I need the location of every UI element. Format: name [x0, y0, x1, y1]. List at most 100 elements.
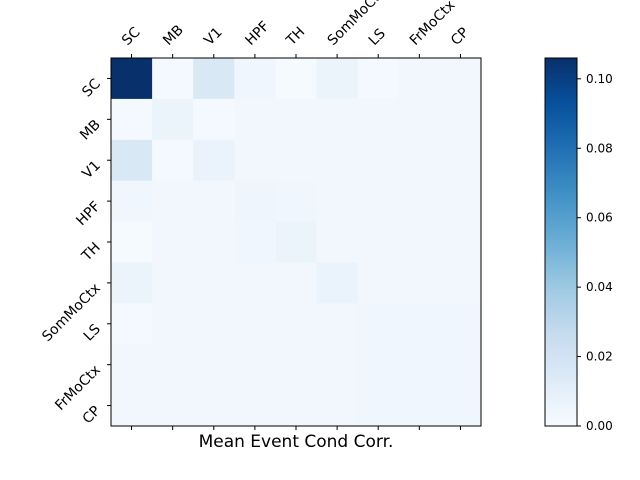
heatmap-cell [234, 180, 276, 222]
heatmap-cell [398, 180, 441, 222]
heatmap-cell [275, 344, 317, 386]
heatmap-cell [193, 262, 235, 304]
heatmap-cell [152, 139, 194, 182]
heatmap-cell [316, 139, 359, 182]
heatmap-cell [439, 344, 482, 386]
heatmap-cell [316, 385, 359, 427]
heatmap-cell [316, 180, 359, 222]
heatmap-cell [357, 303, 400, 345]
heatmap-cell [275, 262, 317, 304]
heatmap-cell [357, 344, 400, 386]
heatmap-cell [398, 221, 441, 263]
colorbar-tick-label: 0.02 [586, 350, 613, 364]
heatmap-cell [357, 180, 400, 222]
x-tick-label: V1 [201, 24, 225, 48]
y-tick-label: TH [78, 240, 104, 266]
heatmap-cell [357, 221, 400, 263]
y-tick-label: MB [77, 117, 104, 144]
heatmap-cell [234, 385, 276, 427]
heatmap-cell [398, 58, 441, 100]
heatmap-cell [316, 98, 359, 141]
heatmap-cell [193, 58, 235, 100]
heatmap-cell [398, 385, 441, 427]
heatmap-cell [357, 58, 400, 100]
heatmap-cell [193, 303, 235, 345]
x-tick-label: HPF [242, 18, 272, 48]
x-tick-label: MB [160, 22, 187, 49]
heatmap-cell [111, 139, 153, 182]
heatmap-cell [275, 221, 317, 263]
y-tick-label: SC [79, 76, 104, 101]
heatmap-cell [111, 98, 153, 141]
heatmap-cell [111, 262, 153, 304]
heatmap-cell [234, 344, 276, 386]
colorbar-ticks: 0.00 0.02 0.04 0.06 0.08 0.10 [577, 72, 613, 433]
x-tick-label: TH [283, 24, 309, 50]
heatmap-cell [152, 303, 194, 345]
heatmap-cell [193, 180, 235, 222]
x-tick-label: LS [366, 26, 389, 49]
heatmap-cell [152, 58, 194, 100]
y-tick-label: CP [80, 403, 104, 427]
x-axis-label: Mean Event Cond Corr. [199, 432, 394, 452]
heatmap-cell [234, 221, 276, 263]
heatmap-cell [111, 58, 153, 100]
heatmap-cell [234, 262, 276, 304]
y-tick-label: FrMoCtx [52, 362, 104, 414]
heatmap-cell [439, 221, 482, 263]
heatmap-cell [439, 262, 482, 304]
heatmap-cell [275, 98, 317, 141]
heatmap-cell [193, 221, 235, 263]
heatmap-cell [111, 385, 153, 427]
heatmap-cell [439, 180, 482, 222]
heatmap-cell [193, 98, 235, 141]
y-tick-label: V1 [79, 158, 103, 182]
colorbar [544, 57, 578, 427]
heatmap-cell [398, 98, 441, 141]
heatmap-cell [316, 303, 359, 345]
colorbar-tick-label: 0.04 [586, 280, 613, 294]
heatmap-cell [152, 262, 194, 304]
heatmap-cell [152, 221, 194, 263]
heatmap-cell [111, 344, 153, 386]
heatmap-cell [439, 385, 482, 427]
y-tick-label: LS [81, 321, 104, 344]
heatmap-cell [398, 139, 441, 182]
heatmap-cell [275, 385, 317, 427]
heatmap-cell [234, 303, 276, 345]
colorbar-tick-label: 0.10 [586, 72, 613, 86]
heatmap-cell [439, 303, 482, 345]
heatmap-cell [234, 58, 276, 100]
heatmap-cell [316, 344, 359, 386]
heatmap-cell [111, 180, 153, 222]
heatmap-cell [357, 139, 400, 182]
heatmap-cell [316, 221, 359, 263]
heatmap-cell [357, 262, 400, 304]
heatmap-cell [398, 344, 441, 386]
heatmap-cell [152, 180, 194, 222]
heatmap-cells [111, 58, 482, 427]
y-tick-label: HPF [73, 199, 103, 229]
heatmap-cell [439, 139, 482, 182]
heatmap-cell [357, 385, 400, 427]
heatmap-cell [398, 303, 441, 345]
x-tick-label: CP [448, 25, 472, 49]
x-tick-label: SC [119, 24, 144, 49]
heatmap-cell [275, 58, 317, 100]
colorbar-tick-label: 0.06 [586, 211, 613, 225]
heatmap-cell [275, 139, 317, 182]
colorbar-tick-label: 0.08 [586, 141, 613, 155]
heatmap-cell [152, 385, 194, 427]
heatmap-cell [193, 139, 235, 182]
heatmap-cell [234, 139, 276, 182]
colorbar-tick-label: 0.00 [586, 419, 613, 433]
heatmap-cell [316, 58, 359, 100]
heatmap-cell [275, 303, 317, 345]
heatmap-cell [234, 98, 276, 141]
heatmap-cell [152, 98, 194, 141]
heatmap-cell [152, 344, 194, 386]
heatmap-cell [439, 58, 482, 100]
heatmap-cell [193, 385, 235, 427]
